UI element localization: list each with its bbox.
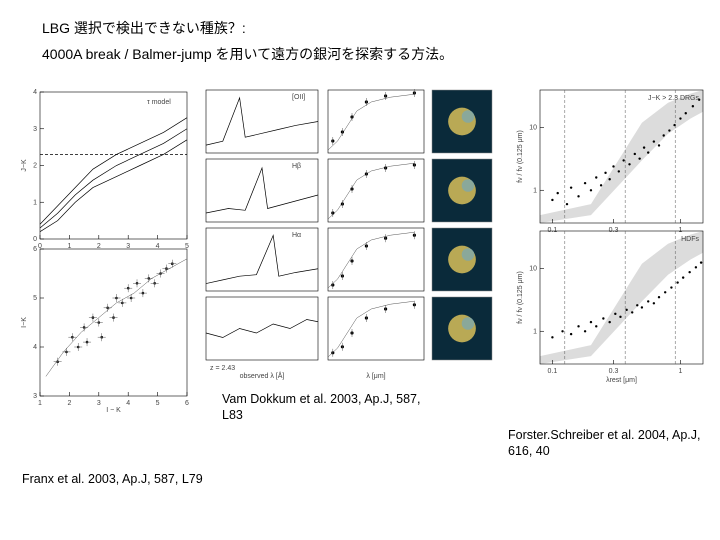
svg-text:1: 1 <box>33 199 37 206</box>
svg-text:3: 3 <box>97 400 101 407</box>
svg-text:fν / fν (0.125 μm): fν / fν (0.125 μm) <box>517 271 524 324</box>
svg-text:6: 6 <box>185 400 189 407</box>
svg-text:I − K: I − K <box>106 407 121 414</box>
svg-text:I−K: I−K <box>21 317 28 328</box>
svg-text:2: 2 <box>67 400 71 407</box>
svg-text:τ model: τ model <box>147 99 171 106</box>
svg-text:1: 1 <box>678 227 682 234</box>
svg-text:10: 10 <box>529 266 537 273</box>
caption-forster: Forster.Schreiber et al. 2004, Ap.J, 616… <box>508 428 708 459</box>
svg-text:1: 1 <box>533 187 537 194</box>
heading-line2: 4000A break / Balmer-jump を用いて遠方の銀河を探索する… <box>42 44 453 64</box>
caption-vandokkum: Vam Dokkum et al. 2003, Ap.J, 587, L83 <box>222 392 422 423</box>
svg-text:0.1: 0.1 <box>548 368 558 375</box>
svg-text:1: 1 <box>678 368 682 375</box>
caption-franx: Franx et al. 2003, Ap.J, 587, L79 <box>22 472 282 488</box>
svg-text:0.1: 0.1 <box>548 227 558 234</box>
svg-text:Hα: Hα <box>292 232 301 239</box>
svg-text:6: 6 <box>33 246 37 253</box>
svg-text:z = 2.43: z = 2.43 <box>210 365 235 372</box>
svg-text:5: 5 <box>33 295 37 302</box>
svg-text:λrest [μm]: λrest [μm] <box>606 377 637 384</box>
svg-text:J−K > 2.3 DRGs: J−K > 2.3 DRGs <box>648 95 699 102</box>
figure-vandokkum: [OII] Hβ Hα observed λ [Å] z = 2.43 λ [μm] <box>198 86 508 386</box>
svg-text:1: 1 <box>533 328 537 335</box>
svg-text:0: 0 <box>33 236 37 243</box>
svg-text:4: 4 <box>33 89 37 96</box>
svg-text:fν / fν (0.125 μm): fν / fν (0.125 μm) <box>517 130 524 183</box>
svg-text:1: 1 <box>38 400 42 407</box>
svg-text:HDFs: HDFs <box>681 236 699 243</box>
heading-line1: LBG 選択で検出できない種族？: <box>42 18 246 38</box>
svg-text:observed λ [Å]: observed λ [Å] <box>240 371 285 380</box>
svg-text:Hβ: Hβ <box>292 163 301 170</box>
svg-text:5: 5 <box>156 400 160 407</box>
figure-franx: 01234501234τ model1234563456J−KI−KI − K <box>18 86 193 416</box>
svg-text:0.3: 0.3 <box>609 227 619 234</box>
svg-text:10: 10 <box>529 125 537 132</box>
svg-text:λ [μm]: λ [μm] <box>366 373 385 380</box>
svg-text:3: 3 <box>33 126 37 133</box>
svg-text:2: 2 <box>33 163 37 170</box>
figure-forster: 0.1 0.3 1 1 10 J−K > 2.3 DRGs 0.1 0.3 1 1 10 HDFs λr… <box>514 86 709 386</box>
svg-text:J−K: J−K <box>21 159 28 172</box>
svg-text:4: 4 <box>126 400 130 407</box>
svg-text:4: 4 <box>33 344 37 351</box>
svg-text:0.3: 0.3 <box>609 368 619 375</box>
svg-text:[OII]: [OII] <box>292 94 305 101</box>
svg-text:3: 3 <box>33 393 37 400</box>
